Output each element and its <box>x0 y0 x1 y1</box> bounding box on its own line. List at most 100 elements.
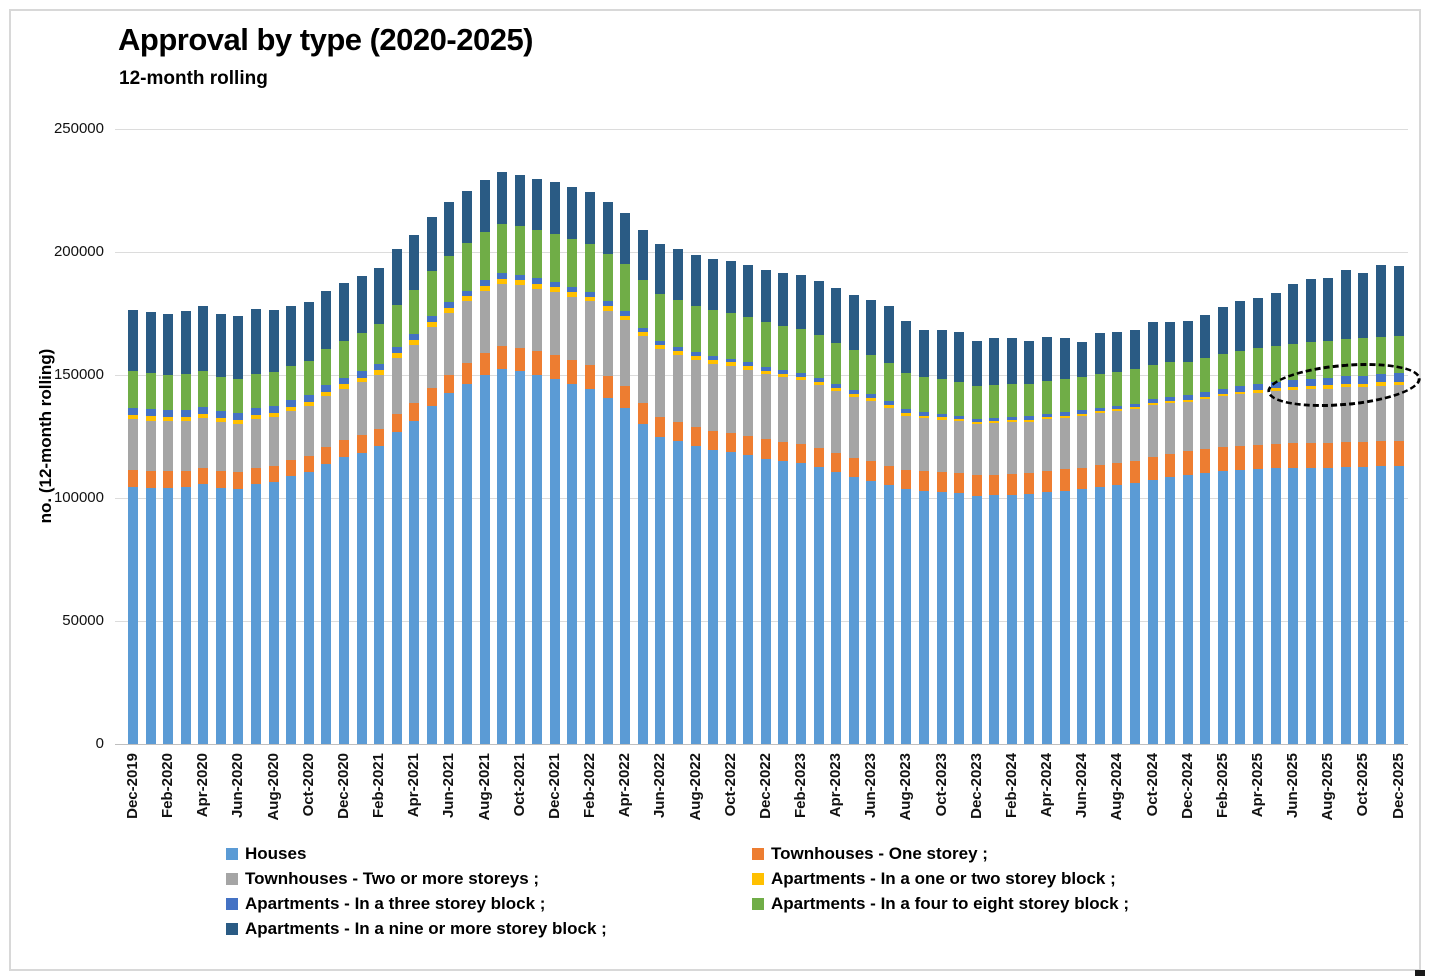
segment-apartments-four-eight-storey <box>497 223 508 273</box>
bar-Sep-2021 <box>497 171 508 744</box>
segment-townhouses-two-or-more <box>1147 405 1158 457</box>
segment-townhouses-two-or-more <box>743 369 754 436</box>
segment-apartments-nine-or-more <box>549 182 560 235</box>
segment-townhouses-two-or-more <box>1323 388 1334 443</box>
segment-townhouses-two-or-more <box>1165 402 1176 454</box>
segment-apartments-one-two-storey <box>672 350 683 355</box>
segment-apartments-four-eight-storey <box>1182 362 1193 396</box>
segment-apartments-nine-or-more <box>602 202 613 254</box>
legend-item-apartments-one-two-storey: Apartments - In a one or two storey bloc… <box>752 869 1129 889</box>
x-tick-label: Oct-2025 <box>1354 753 1372 817</box>
segment-apartments-one-two-storey <box>180 416 191 422</box>
segment-apartments-one-two-storey <box>655 345 666 350</box>
segment-apartments-three-storey <box>1182 395 1193 400</box>
segment-townhouses-two-or-more <box>655 349 666 417</box>
gridline-0 <box>115 744 1408 745</box>
segment-apartments-three-storey <box>585 291 596 297</box>
bar-Jan-2020 <box>145 312 156 744</box>
segment-apartments-nine-or-more <box>338 282 349 341</box>
segment-apartments-three-storey <box>549 282 560 288</box>
x-tick-label: Apr-2021 <box>405 753 423 818</box>
segment-townhouses-two-or-more <box>725 366 736 433</box>
segment-apartments-nine-or-more <box>1305 279 1316 343</box>
segment-houses <box>602 398 613 744</box>
segment-houses <box>936 491 947 744</box>
segment-apartments-nine-or-more <box>1393 265 1404 336</box>
segment-townhouses-two-or-more <box>1094 413 1105 466</box>
segment-apartments-four-eight-storey <box>163 374 174 410</box>
segment-apartments-four-eight-storey <box>690 305 701 353</box>
segment-apartments-nine-or-more <box>1270 292 1281 346</box>
segment-houses <box>233 488 244 744</box>
segment-apartments-one-two-storey <box>831 387 842 391</box>
segment-townhouses-one-storey <box>180 470 191 488</box>
segment-apartments-three-storey <box>251 408 262 415</box>
segment-houses <box>514 371 525 744</box>
x-tick-label: Aug-2025 <box>1319 753 1337 821</box>
segment-apartments-three-storey <box>795 372 806 377</box>
segment-apartments-four-eight-storey <box>1376 336 1387 375</box>
segment-townhouses-two-or-more <box>760 374 771 440</box>
legend-label: Apartments - In a one or two storey bloc… <box>771 868 1116 888</box>
segment-apartments-four-eight-storey <box>391 305 402 347</box>
bar-Oct-2024: Oct-2024 <box>1144 322 1161 816</box>
segment-townhouses-one-storey <box>409 403 420 421</box>
segment-apartments-three-storey <box>954 415 965 419</box>
y-axis-tick-labels: 0 50000 100000 150000 200000 250000 <box>0 0 104 979</box>
segment-townhouses-one-storey <box>286 459 297 477</box>
x-tick-label: Aug-2022 <box>686 753 704 821</box>
segment-houses <box>461 383 472 744</box>
segment-apartments-four-eight-storey <box>1358 338 1369 376</box>
x-tick-label: Aug-2023 <box>897 753 915 821</box>
segment-townhouses-one-storey <box>1253 444 1263 470</box>
segment-townhouses-one-storey <box>690 427 701 447</box>
segment-apartments-nine-or-more <box>426 217 437 272</box>
segment-townhouses-one-storey <box>356 435 367 453</box>
segment-apartments-four-eight-storey <box>426 271 437 317</box>
segment-apartments-one-two-storey <box>795 376 806 380</box>
segment-apartments-three-storey <box>1200 392 1211 397</box>
segment-apartments-four-eight-storey <box>883 363 894 402</box>
x-tick-label: Jun-2024 <box>1073 753 1091 819</box>
segment-townhouses-one-storey <box>1042 470 1053 493</box>
segment-apartments-one-two-storey <box>303 402 314 407</box>
legend-label: Apartments - In a nine or more storey bl… <box>245 918 607 938</box>
legend-swatch-houses <box>226 847 238 860</box>
bar-Jan-2022 <box>567 187 578 744</box>
x-tick-label: Feb-2022 <box>581 753 599 819</box>
segment-apartments-nine-or-more <box>1024 340 1035 384</box>
bar-Oct-2020: Oct-2020 <box>300 301 317 816</box>
segment-apartments-four-eight-storey <box>268 372 279 407</box>
segment-houses <box>1200 472 1211 744</box>
segment-apartments-three-storey <box>163 409 174 418</box>
segment-houses <box>743 454 754 744</box>
segment-apartments-one-two-storey <box>1059 415 1070 418</box>
segment-apartments-four-eight-storey <box>1270 345 1281 382</box>
segment-apartments-one-two-storey <box>567 291 578 297</box>
segment-houses <box>409 420 420 744</box>
segment-townhouses-two-or-more <box>268 417 279 466</box>
segment-houses <box>620 408 631 744</box>
bar-Aug-2024: Aug-2024 <box>1108 331 1125 821</box>
segment-apartments-three-storey <box>1147 399 1158 404</box>
segment-townhouses-one-storey <box>901 469 912 490</box>
segment-apartments-three-storey <box>672 346 683 351</box>
segment-apartments-three-storey <box>637 327 648 332</box>
segment-apartments-nine-or-more <box>145 312 156 373</box>
segment-apartments-four-eight-storey <box>620 263 631 312</box>
segment-houses <box>1006 494 1017 744</box>
bar-Apr-2025: Apr-2025 <box>1249 297 1266 817</box>
x-tick-label: Feb-2021 <box>370 753 388 819</box>
segment-apartments-one-two-storey <box>1165 400 1176 403</box>
segment-apartments-one-two-storey <box>901 412 912 416</box>
segment-apartments-nine-or-more <box>1006 338 1017 385</box>
segment-apartments-four-eight-storey <box>444 255 455 303</box>
segment-townhouses-two-or-more <box>409 345 420 404</box>
segment-apartments-four-eight-storey <box>1340 339 1351 377</box>
segment-apartments-three-storey <box>1059 412 1070 416</box>
segment-apartments-four-eight-storey <box>602 253 613 302</box>
segment-apartments-three-storey <box>936 413 947 418</box>
segment-apartments-four-eight-storey <box>585 243 596 292</box>
bar-Dec-2024: Dec-2024 <box>1179 320 1196 819</box>
bar-Apr-2021: Apr-2021 <box>405 234 422 817</box>
